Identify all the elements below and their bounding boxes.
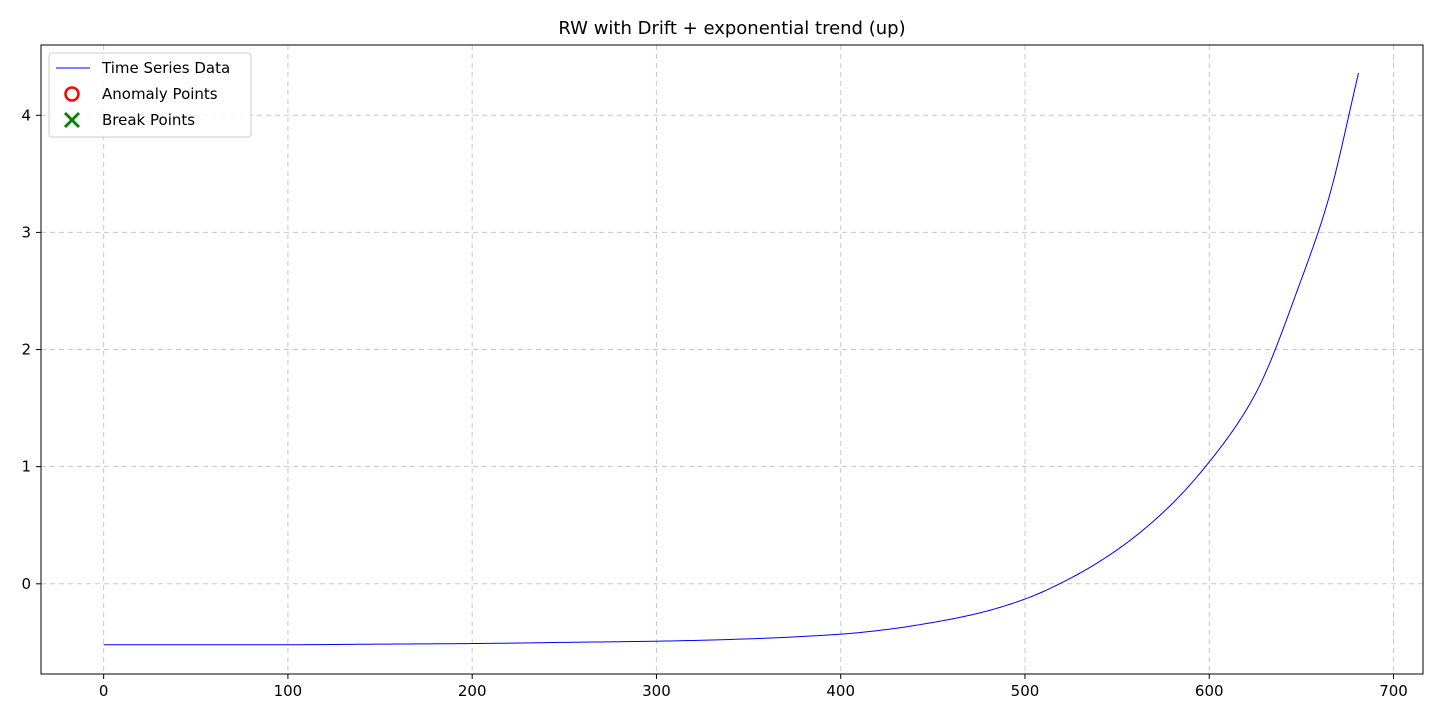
plot-frame <box>40 44 1424 675</box>
y-tick-label: 4 <box>21 106 31 124</box>
x-tick-label: 600 <box>1195 682 1224 700</box>
x-tick-label: 200 <box>458 682 487 700</box>
legend-entry-anomaly: Anomaly Points <box>64 85 218 103</box>
grid-layer <box>41 45 1423 674</box>
legend-entry-break: Break Points <box>64 111 195 129</box>
legend: Time Series Data Anomaly Points Break Po… <box>48 52 252 138</box>
series-layer <box>103 72 1359 646</box>
y-tick-label: 0 <box>21 575 31 593</box>
x-tick-label: 100 <box>274 682 303 700</box>
x-tick-label: 700 <box>1379 682 1408 700</box>
legend-box <box>48 52 252 138</box>
y-tick-label: 1 <box>21 458 31 476</box>
legend-anomaly-marker <box>64 86 80 102</box>
legend-break-marker <box>64 112 80 128</box>
x-tick-label: 300 <box>642 682 671 700</box>
y-tick-label: 2 <box>21 341 31 359</box>
x-tick-label: 500 <box>1011 682 1040 700</box>
legend-label-break: Break Points <box>102 111 195 129</box>
legend-label-anomaly: Anomaly Points <box>102 85 218 103</box>
tick-layer: 0 100 200 300 400 500 600 700 0 1 2 3 4 <box>21 106 1407 700</box>
y-tick-label: 3 <box>21 223 31 241</box>
legend-label-time-series: Time Series Data <box>101 59 230 77</box>
x-tick-label: 400 <box>826 682 855 700</box>
legend-entry-time-series: Time Series Data <box>56 59 230 77</box>
x-tick-label: 0 <box>99 682 109 700</box>
chart-title: RW with Drift + exponential trend (up) <box>558 18 905 39</box>
series-line <box>103 72 1359 646</box>
